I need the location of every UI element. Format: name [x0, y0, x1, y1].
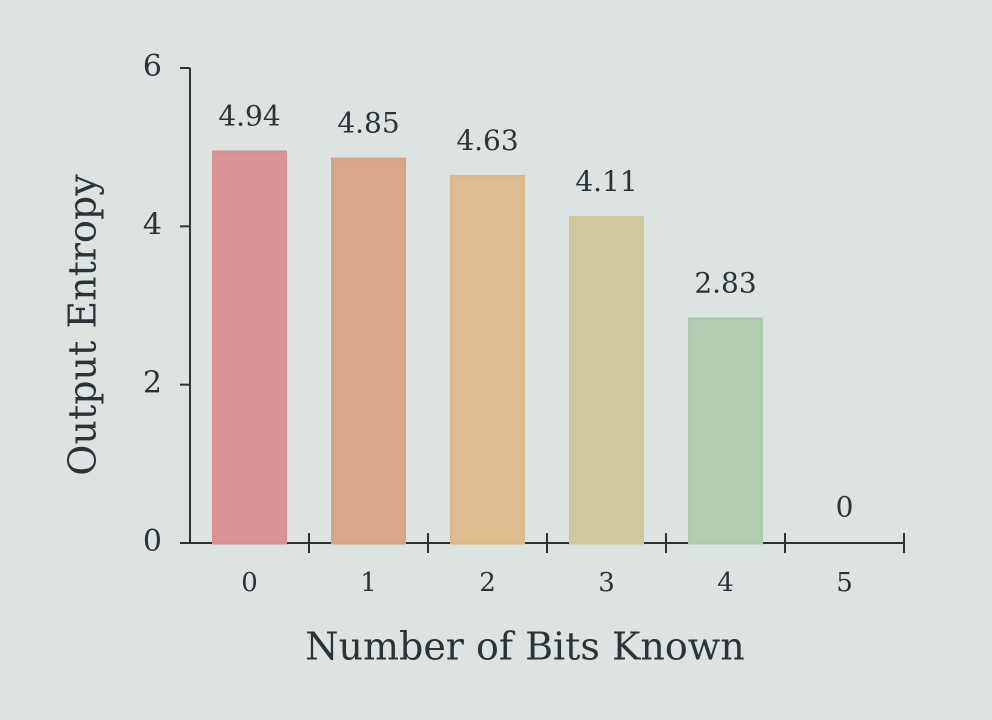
- y-tick-label: 4: [143, 207, 162, 242]
- y-axis-label: Output Entropy: [61, 174, 105, 476]
- bar: [688, 317, 763, 545]
- value-label: 2.83: [694, 266, 756, 299]
- bar: [212, 150, 287, 545]
- x-tick-label: 3: [598, 568, 615, 598]
- x-tick-label: 4: [717, 568, 734, 598]
- x-tick-label: 5: [836, 568, 853, 598]
- value-label: 4.63: [456, 124, 518, 157]
- bar: [450, 174, 525, 545]
- value-label: 4.85: [337, 107, 399, 140]
- value-label: 4.94: [218, 99, 280, 132]
- bar: [331, 157, 406, 545]
- bar: [569, 216, 644, 545]
- y-tick-label: 6: [143, 49, 162, 84]
- y-tick-label: 2: [143, 366, 162, 401]
- value-label: 4.11: [575, 165, 637, 198]
- x-tick-label: 0: [241, 568, 258, 598]
- y-tick-label: 0: [143, 524, 162, 559]
- x-tick-label: 1: [360, 568, 377, 598]
- x-tick-label: 2: [479, 568, 496, 598]
- value-label: 0: [836, 491, 854, 524]
- x-axis-label: Number of Bits Known: [305, 625, 745, 669]
